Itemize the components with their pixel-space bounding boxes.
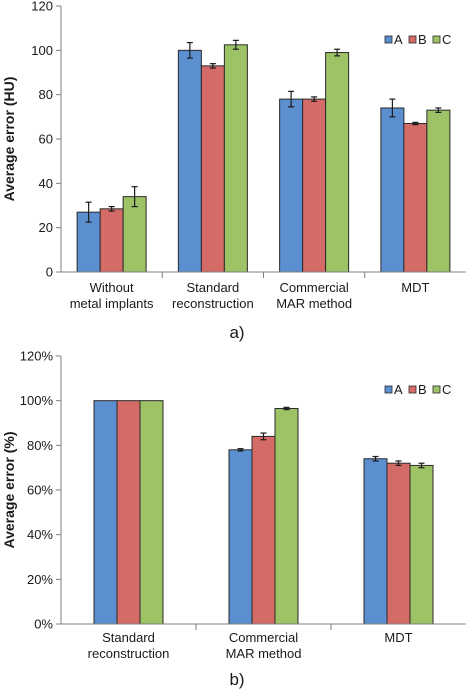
- y-tick-label: 60%: [27, 483, 53, 498]
- y-tick-label: 0: [46, 265, 53, 280]
- legend-swatch-a: [384, 35, 393, 44]
- chart-panel-2: 0% 20% 40% 60% 80% 100% 120% Standardreconstruc…: [1, 349, 466, 689]
- category-label: MAR method: [226, 646, 302, 661]
- category-label: Standard: [186, 280, 239, 295]
- bar-c: [325, 52, 350, 273]
- bar-b: [99, 208, 124, 273]
- bar-c: [409, 464, 434, 625]
- error-bar: [283, 406, 290, 411]
- legend-swatch-b: [408, 385, 417, 394]
- category-label: MDT: [384, 630, 412, 645]
- bar-a: [279, 98, 304, 273]
- bar-c: [426, 109, 451, 273]
- bar-c: [139, 400, 164, 625]
- error-bar: [418, 462, 425, 469]
- category-label: Without: [90, 280, 134, 295]
- error-bar: [389, 98, 396, 118]
- panel-label: a): [229, 323, 244, 342]
- legend-label-c: C: [442, 382, 451, 397]
- y-axis-label: Average error (%): [1, 432, 17, 549]
- bar-b: [302, 98, 327, 273]
- y-tick-label: 40%: [27, 527, 53, 542]
- error-bar: [311, 96, 318, 102]
- error-bar: [288, 90, 295, 108]
- bar-b: [116, 400, 141, 625]
- error-bar: [372, 455, 379, 462]
- error-bar: [209, 63, 216, 69]
- legend-label-b: B: [418, 382, 427, 397]
- legend-swatch-a: [384, 385, 393, 394]
- category-label: Standard: [102, 630, 155, 645]
- legend-swatch-b: [408, 35, 417, 44]
- error-bar: [186, 41, 193, 59]
- y-tick-label: 100%: [20, 393, 54, 408]
- category-label: MDT: [401, 280, 429, 295]
- bar-c: [223, 44, 248, 273]
- y-tick-label: 120: [31, 0, 53, 14]
- legend-label-c: C: [442, 32, 451, 47]
- error-bar: [435, 107, 442, 114]
- error-bar: [412, 121, 419, 126]
- legend-label-b: B: [418, 32, 427, 47]
- category-label: Commercial: [279, 280, 348, 295]
- y-tick-label: 100: [31, 43, 53, 58]
- y-tick-label: 80%: [27, 438, 53, 453]
- bar-b: [403, 122, 428, 273]
- category-label: reconstruction: [172, 296, 254, 311]
- error-bar: [85, 201, 92, 223]
- bar-a: [363, 458, 388, 625]
- error-bar: [334, 48, 341, 57]
- legend-swatch-c: [432, 35, 441, 44]
- bar-a: [380, 107, 405, 273]
- y-tick-label: 20: [39, 220, 53, 235]
- bar-a: [228, 449, 253, 625]
- category-label: MAR method: [276, 296, 352, 311]
- legend-label-a: A: [394, 32, 403, 47]
- panel-label: b): [229, 670, 244, 689]
- y-tick-label: 40: [39, 176, 53, 191]
- bar-b: [386, 462, 411, 625]
- y-axis-label: Average error (HU): [1, 77, 17, 202]
- y-tick-label: 0%: [34, 617, 53, 632]
- error-bar: [395, 460, 402, 467]
- y-tick-label: 60: [39, 132, 53, 147]
- category-label: Commercial: [229, 630, 298, 645]
- error-bar: [131, 186, 138, 208]
- legend-label-a: A: [394, 382, 403, 397]
- bar-b: [200, 65, 225, 273]
- category-label: metal implants: [70, 296, 154, 311]
- error-bar: [237, 448, 244, 452]
- error-bar: [260, 432, 267, 441]
- bar-a: [177, 49, 202, 273]
- bar-c: [274, 407, 299, 625]
- y-tick-label: 80: [39, 87, 53, 102]
- legend-swatch-c: [432, 385, 441, 394]
- error-bar: [232, 39, 239, 50]
- bar-a: [93, 400, 118, 625]
- bar-b: [251, 435, 276, 625]
- bar-c: [122, 196, 147, 273]
- y-tick-label: 120%: [20, 349, 54, 364]
- category-label: reconstruction: [88, 646, 170, 661]
- y-tick-label: 20%: [27, 572, 53, 587]
- error-bar: [108, 206, 115, 212]
